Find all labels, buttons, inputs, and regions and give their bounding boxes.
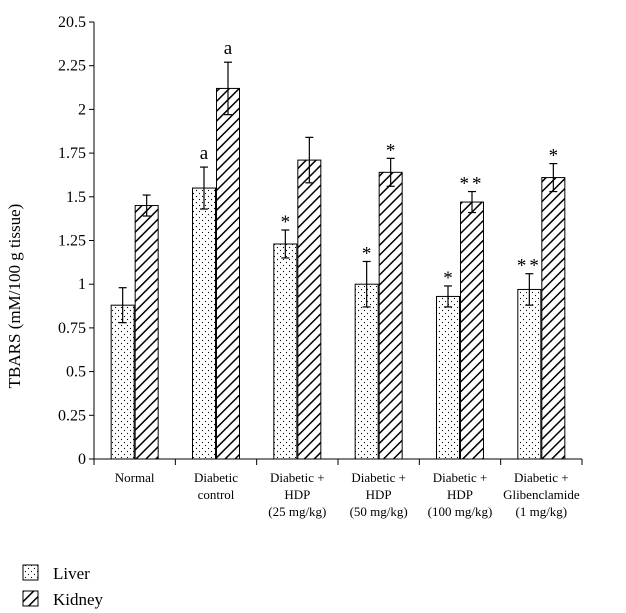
category-label: (50 mg/kg) — [350, 504, 408, 519]
bar-kidney — [541, 177, 566, 460]
y-tick-label: 1.75 — [58, 145, 86, 162]
bar-liver — [436, 295, 460, 460]
category-label: Diabetic — [194, 470, 238, 485]
legend-label-liver: Liver — [53, 564, 90, 583]
y-tick-label: 1.5 — [66, 189, 86, 206]
category-label: control — [198, 487, 235, 502]
significance-label: * — [443, 268, 453, 289]
bar-kidney — [378, 171, 403, 460]
category-label: (25 mg/kg) — [268, 504, 326, 519]
y-tick-label: 2 — [78, 101, 86, 118]
bar-liver — [273, 243, 298, 460]
legend-label-kidney: Kidney — [53, 590, 104, 609]
bar-group: * — [273, 136, 322, 460]
category-label: Diabetic + — [514, 470, 569, 485]
significance-label: * — [386, 140, 396, 161]
significance-label: * — [281, 212, 291, 233]
significance-label: * — [362, 243, 372, 264]
category-label: (1 mg/kg) — [516, 504, 568, 519]
bar-kidney — [460, 201, 484, 460]
category-label: Diabetic + — [351, 470, 406, 485]
significance-label: ** — [460, 174, 485, 195]
significance-label: ** — [517, 256, 542, 277]
y-axis-title: TBARS (mM/100 g tissue) — [5, 204, 24, 389]
category-label: HDP — [284, 487, 310, 502]
bar-group: *** — [436, 174, 485, 460]
bars: aa********* — [110, 38, 566, 460]
y-tick-label: 0.5 — [66, 364, 86, 381]
legend-swatch-liver — [22, 564, 39, 581]
category-label: HDP — [447, 487, 473, 502]
category-label: (100 mg/kg) — [428, 504, 493, 519]
bar-kidney — [297, 159, 322, 460]
significance-label: * — [549, 146, 559, 167]
y-tick-label: 0.25 — [58, 407, 86, 424]
category-label: Normal — [115, 470, 155, 485]
y-tick-label: 2.25 — [58, 58, 86, 75]
x-axis — [93, 458, 583, 465]
bar-liver — [354, 283, 379, 460]
bar-group: *** — [517, 146, 566, 460]
category-label: Diabetic + — [433, 470, 488, 485]
y-tick-label: 0.75 — [58, 320, 86, 337]
legend: Liver Kidney — [22, 564, 104, 609]
bar-liver — [110, 304, 135, 460]
bar-group — [110, 194, 159, 460]
bar-kidney — [134, 205, 159, 460]
bar-group: ** — [354, 140, 403, 460]
significance-label: a — [200, 143, 209, 164]
bar-group: aa — [192, 38, 240, 460]
y-tick-label: 20.5 — [58, 14, 86, 31]
legend-swatch-kidney — [22, 590, 39, 607]
category-label: Glibenclamide — [503, 487, 580, 502]
category-label: HDP — [366, 487, 392, 502]
bar-liver — [192, 187, 216, 460]
y-tick-label: 0 — [78, 451, 86, 468]
y-tick-label: 1.25 — [58, 233, 86, 250]
bar-liver — [517, 288, 542, 460]
category-label: Diabetic + — [270, 470, 325, 485]
y-axis: 0 0.25 0.5 0.75 1 1.25 1.5 1.75 2 2.25 20.5 — [58, 14, 95, 468]
y-tick-label: 1 — [78, 276, 86, 293]
category-labels: Normal Diabetic control Diabetic + HDP (25 mg… — [115, 470, 580, 519]
significance-label: a — [224, 38, 233, 59]
bar-kidney — [216, 87, 240, 460]
